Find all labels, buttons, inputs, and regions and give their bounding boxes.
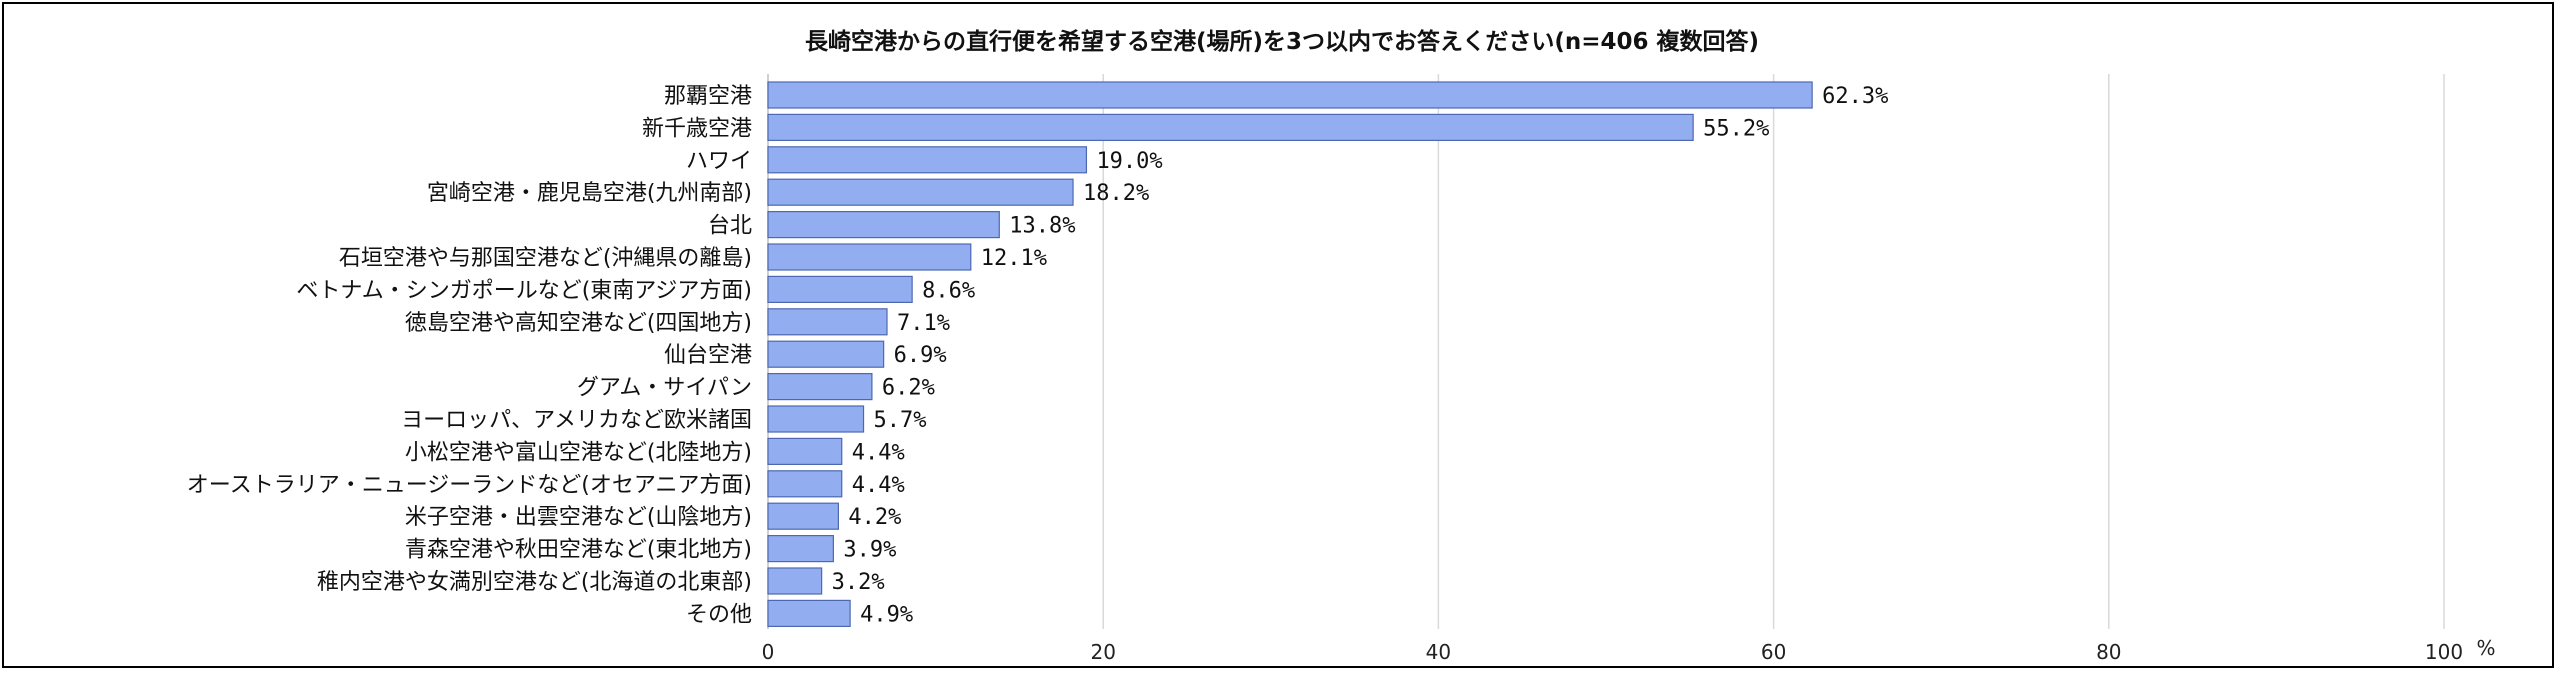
bar bbox=[767, 146, 1088, 174]
label-layer: 0 20 40 60 80 100 % 那覇空港 62.3% 新千歳空港 55.2% ハワイ 19.0%… bbox=[187, 84, 2496, 664]
value-label: 6.9% bbox=[894, 343, 947, 368]
bar bbox=[767, 534, 834, 563]
bar bbox=[767, 178, 1074, 206]
bar bbox=[767, 470, 843, 498]
value-label: 4.2% bbox=[848, 505, 901, 530]
category-label: 新千歳空港 bbox=[642, 116, 752, 141]
category-label: オーストラリア・ニュージーランドなど(オセアニア方面) bbox=[187, 473, 752, 498]
chart-title: 長崎空港からの直行便を希望する空港(場所)を3つ以内でお答えください(n=406… bbox=[804, 29, 1760, 55]
category-label: 宮崎空港・鹿児島空港(九州南部) bbox=[427, 181, 752, 206]
bar bbox=[767, 405, 865, 433]
bar bbox=[767, 373, 873, 401]
category-label: 仙台空港 bbox=[664, 343, 752, 368]
value-label: 3.2% bbox=[832, 570, 885, 595]
category-label: グアム・サイパン bbox=[577, 376, 752, 401]
value-label: 4.4% bbox=[852, 440, 905, 465]
category-label: 青森空港や秋田空港など(東北地方) bbox=[405, 538, 752, 563]
category-label: 石垣空港や与那国空港など(沖縄県の離島) bbox=[339, 246, 752, 271]
bar bbox=[767, 437, 843, 465]
bar-chart: 0 20 40 60 80 100 % 那覇空港 62.3% 新千歳空港 55.2% ハワイ 19.0%… bbox=[187, 74, 2496, 664]
value-label: 12.1% bbox=[981, 246, 1047, 271]
bar bbox=[767, 81, 1813, 109]
x-tick-label: 0 bbox=[762, 640, 775, 664]
value-label: 55.2% bbox=[1703, 116, 1769, 141]
bar bbox=[767, 113, 1694, 142]
bar bbox=[767, 340, 885, 368]
bar bbox=[767, 308, 888, 336]
bar bbox=[767, 502, 839, 530]
category-label: 小松空港や富山空港など(北陸地方) bbox=[405, 440, 752, 465]
value-label: 19.0% bbox=[1096, 149, 1162, 174]
value-label: 4.4% bbox=[852, 473, 905, 498]
bar bbox=[767, 275, 913, 303]
category-label: 那覇空港 bbox=[664, 84, 752, 109]
value-label: 5.7% bbox=[874, 408, 927, 433]
value-label: 3.9% bbox=[843, 538, 896, 563]
value-label: 18.2% bbox=[1083, 181, 1149, 206]
x-tick-label: 100 bbox=[2425, 640, 2463, 664]
value-label: 62.3% bbox=[1822, 84, 1888, 109]
bar bbox=[767, 211, 1000, 239]
category-label: ベトナム・シンガポールなど(東南アジア方面) bbox=[296, 278, 752, 303]
category-label: ハワイ bbox=[686, 149, 752, 174]
bar bbox=[767, 567, 823, 595]
value-label: 4.9% bbox=[860, 602, 913, 627]
x-tick-label: 40 bbox=[1426, 640, 1451, 664]
x-unit-label: % bbox=[2476, 636, 2495, 660]
x-tick-label: 20 bbox=[1090, 640, 1115, 664]
value-label: 7.1% bbox=[897, 311, 950, 336]
category-label: その他 bbox=[686, 602, 752, 627]
category-label: 台北 bbox=[708, 214, 752, 239]
value-label: 13.8% bbox=[1009, 214, 1075, 239]
bar-layer bbox=[767, 81, 1813, 628]
category-label: 稚内空港や女満別空港など(北海道の北東部) bbox=[317, 570, 752, 595]
bar bbox=[767, 243, 972, 271]
x-tick-label: 80 bbox=[2096, 640, 2121, 664]
category-label: ヨーロッパ、アメリカなど欧米諸国 bbox=[401, 408, 752, 433]
value-label: 6.2% bbox=[882, 376, 935, 401]
value-label: 8.6% bbox=[922, 278, 975, 303]
x-tick-label: 60 bbox=[1761, 640, 1786, 664]
bar bbox=[767, 599, 851, 628]
category-label: 米子空港・出雲空港など(山陰地方) bbox=[405, 505, 752, 530]
category-label: 徳島空港や高知空港など(四国地方) bbox=[405, 311, 752, 336]
